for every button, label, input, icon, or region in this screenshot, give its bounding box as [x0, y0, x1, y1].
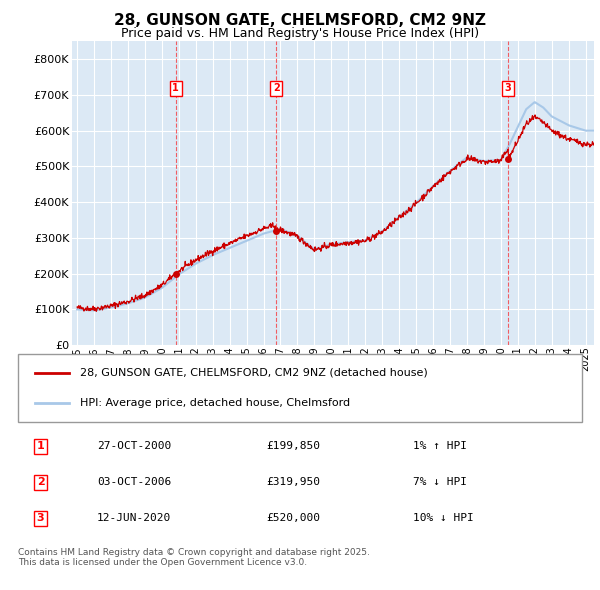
Text: Price paid vs. HM Land Registry's House Price Index (HPI): Price paid vs. HM Land Registry's House …	[121, 27, 479, 40]
Text: 1% ↑ HPI: 1% ↑ HPI	[413, 441, 467, 451]
Text: Contains HM Land Registry data © Crown copyright and database right 2025.
This d: Contains HM Land Registry data © Crown c…	[18, 548, 370, 567]
Text: 7% ↓ HPI: 7% ↓ HPI	[413, 477, 467, 487]
Text: 28, GUNSON GATE, CHELMSFORD, CM2 9NZ: 28, GUNSON GATE, CHELMSFORD, CM2 9NZ	[114, 13, 486, 28]
Text: £319,950: £319,950	[266, 477, 320, 487]
Text: 10% ↓ HPI: 10% ↓ HPI	[413, 513, 473, 523]
Text: 12-JUN-2020: 12-JUN-2020	[97, 513, 171, 523]
Text: £199,850: £199,850	[266, 441, 320, 451]
Text: HPI: Average price, detached house, Chelmsford: HPI: Average price, detached house, Chel…	[80, 398, 350, 408]
Text: 3: 3	[37, 513, 44, 523]
Text: 2: 2	[273, 83, 280, 93]
Text: 03-OCT-2006: 03-OCT-2006	[97, 477, 171, 487]
FancyBboxPatch shape	[18, 354, 582, 422]
Text: 28, GUNSON GATE, CHELMSFORD, CM2 9NZ (detached house): 28, GUNSON GATE, CHELMSFORD, CM2 9NZ (de…	[80, 368, 428, 378]
Text: 1: 1	[172, 83, 179, 93]
Text: 2: 2	[37, 477, 44, 487]
Text: £520,000: £520,000	[266, 513, 320, 523]
Text: 27-OCT-2000: 27-OCT-2000	[97, 441, 171, 451]
Text: 3: 3	[505, 83, 512, 93]
Text: 1: 1	[37, 441, 44, 451]
